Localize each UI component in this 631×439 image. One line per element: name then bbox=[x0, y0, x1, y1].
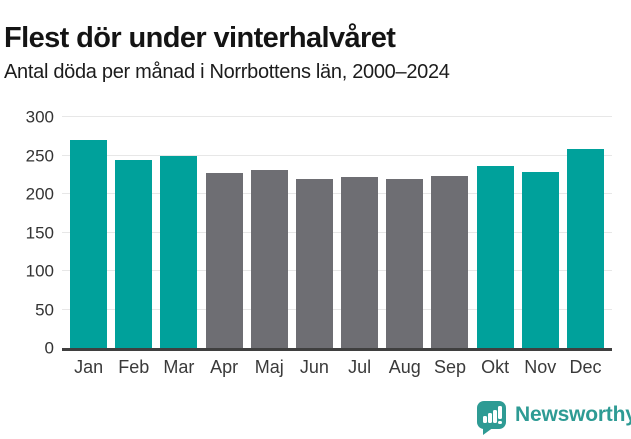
x-tick-label-jun: Jun bbox=[299, 357, 329, 377]
gridline-300 bbox=[62, 116, 612, 117]
brand-name: Newsworthy bbox=[515, 403, 631, 426]
x-tick-label-apr: Apr bbox=[210, 357, 239, 377]
gridline-100 bbox=[62, 270, 612, 272]
bar-nov bbox=[521, 172, 559, 348]
bar-slot-aug bbox=[382, 117, 427, 348]
bar-slot-maj bbox=[247, 117, 292, 348]
speech-bubble-tail bbox=[483, 427, 494, 435]
newsworthy-logo: Newsworthy bbox=[477, 401, 631, 435]
bar-jan bbox=[70, 140, 108, 348]
x-tick-label-dec: Dec bbox=[569, 357, 602, 377]
bar-sep bbox=[431, 175, 469, 348]
bars-container bbox=[62, 117, 612, 348]
y-tick-label-200: 200 bbox=[25, 184, 54, 204]
plot-area bbox=[62, 116, 612, 351]
bar-slot-nov bbox=[518, 117, 563, 348]
y-tick-label-0: 0 bbox=[44, 338, 54, 358]
gridline-250 bbox=[62, 154, 612, 156]
y-tick-label-150: 150 bbox=[25, 223, 54, 242]
y-tick-label-50: 50 bbox=[35, 300, 54, 320]
y-tick-label-300: 300 bbox=[25, 107, 54, 127]
bar-apr bbox=[205, 173, 243, 348]
x-tick-label-maj: Maj bbox=[254, 357, 284, 377]
bar-slot-okt bbox=[473, 117, 518, 348]
bar-mar bbox=[160, 155, 198, 348]
bar-slot-apr bbox=[202, 117, 247, 348]
bar-jun bbox=[295, 179, 333, 348]
x-tick-label-mar: Mar bbox=[163, 357, 195, 377]
y-tick-label-100: 100 bbox=[25, 261, 54, 281]
bar-jul bbox=[341, 177, 379, 348]
x-tick-label-feb: Feb bbox=[118, 357, 150, 377]
bar-slot-dec bbox=[563, 117, 608, 348]
bar-slot-jan bbox=[66, 117, 111, 348]
bar-slot-sep bbox=[427, 117, 472, 348]
page-title: Flest dör under vinterhalvåret bbox=[4, 22, 396, 55]
gridline-200 bbox=[62, 193, 612, 195]
y-axis-labels: 0 50 100 150 200 250 300 bbox=[0, 109, 54, 357]
newsworthy-bubble-chart-icon bbox=[477, 401, 506, 435]
bar-feb bbox=[115, 160, 153, 348]
chart-subtitle: Antal döda per månad i Norrbottens län, … bbox=[4, 61, 450, 83]
gridline-150 bbox=[62, 231, 612, 233]
gridline-50 bbox=[62, 308, 612, 310]
bar-slot-feb bbox=[111, 117, 156, 348]
x-tick-label-okt: Okt bbox=[481, 357, 510, 377]
x-tick-label-sep: Sep bbox=[433, 357, 466, 377]
x-tick-label-jan: Jan bbox=[74, 357, 104, 377]
bar-maj bbox=[250, 170, 288, 348]
x-tick-label-nov: Nov bbox=[524, 357, 557, 377]
x-axis-labels: Jan Feb Mar Apr Maj Jun Jul Aug Sep Okt Nov Dec bbox=[62, 357, 612, 378]
bar-aug bbox=[386, 179, 424, 348]
x-tick-label-jul: Jul bbox=[348, 357, 372, 377]
bar-okt bbox=[476, 166, 514, 348]
x-tick-label-aug: Aug bbox=[388, 357, 421, 377]
bar-dec bbox=[566, 149, 604, 348]
y-tick-label-250: 250 bbox=[25, 146, 54, 165]
bar-slot-jul bbox=[337, 117, 382, 348]
bar-slot-mar bbox=[156, 117, 201, 348]
bar-slot-jun bbox=[292, 117, 337, 348]
